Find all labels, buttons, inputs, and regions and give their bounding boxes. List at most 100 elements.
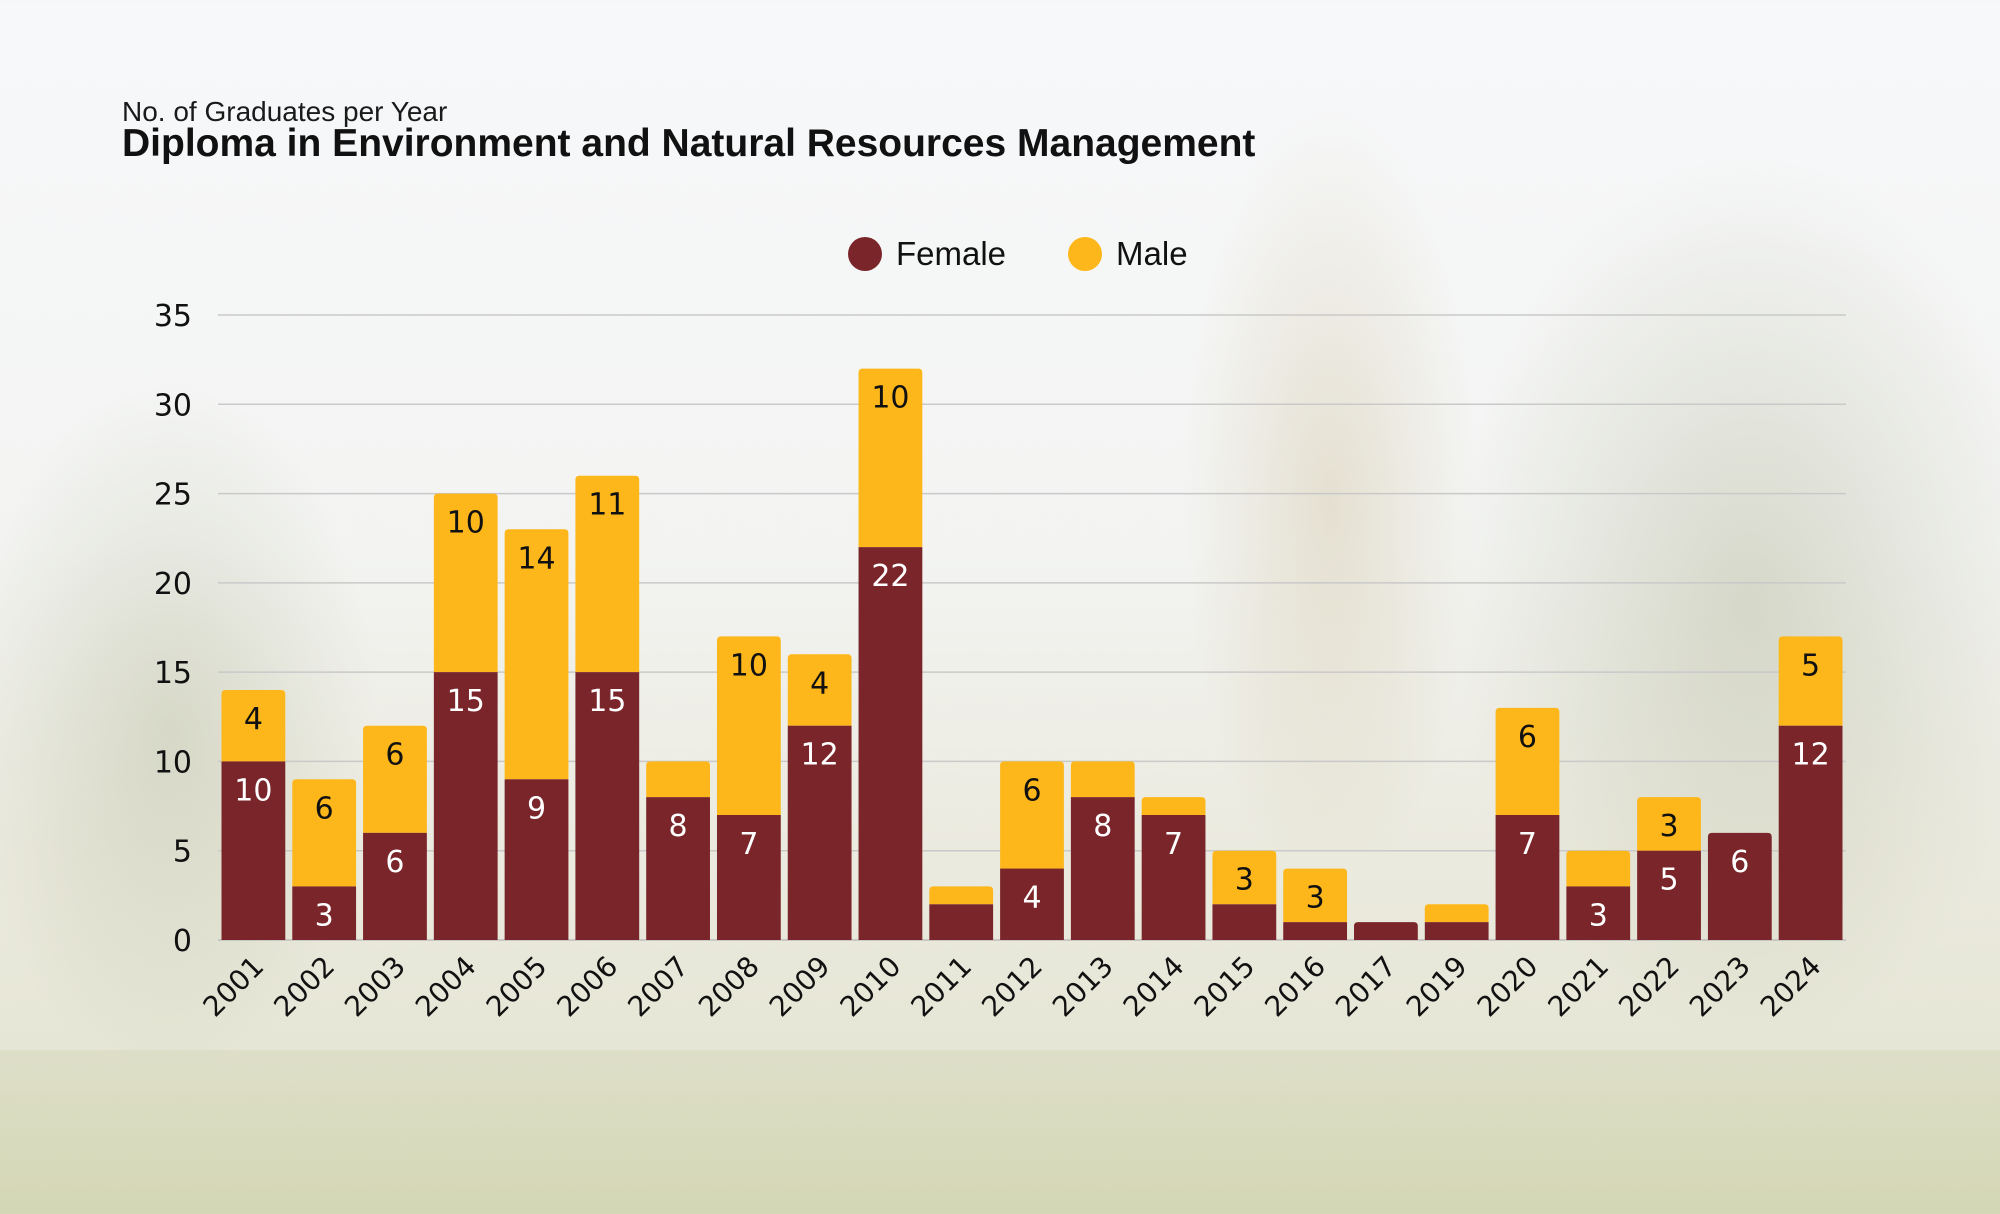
legend-label-female: Female (896, 235, 1007, 272)
data-label-male: 3 (1235, 863, 1254, 898)
bar-segment-female (929, 904, 994, 940)
bar-segment-male (1212, 850, 1277, 905)
legend-label-male: Male (1116, 235, 1188, 272)
background-statue (1170, 70, 1490, 850)
x-tick-label: 2016 (1258, 950, 1332, 1024)
bar-segment-male (363, 725, 427, 833)
bar-segment-female (1000, 868, 1064, 940)
data-label-female: 8 (669, 809, 688, 844)
bar-segment-female (1637, 850, 1701, 940)
chart-subtitle: No. of Graduates per Year (122, 96, 448, 127)
legend-swatch-female (848, 237, 882, 271)
bar-segment-male (1141, 797, 1206, 815)
bar-segment-female (646, 797, 710, 940)
data-label-male: 3 (1659, 809, 1678, 844)
bar-segment-male (929, 886, 994, 905)
data-label-female: 10 (234, 773, 272, 808)
bar-segment-male (1637, 797, 1701, 851)
data-label-female: 3 (315, 898, 334, 933)
data-label-male: 6 (1518, 720, 1537, 755)
y-tick-label: 25 (154, 478, 192, 513)
bar-segment-male (221, 690, 286, 762)
background-ground (0, 1050, 2000, 1214)
bar-segment-female (1495, 815, 1560, 940)
data-label-female: 15 (588, 684, 626, 719)
bar-segment-male (292, 779, 357, 887)
bar-segment-female (1354, 922, 1418, 940)
bar-segment-male (504, 529, 569, 780)
x-tick-label: 2023 (1683, 950, 1757, 1024)
data-label-male: 10 (447, 506, 485, 541)
data-label-male: 4 (810, 666, 829, 701)
bar-segment-female (787, 725, 852, 940)
data-label-female: 12 (1792, 738, 1830, 773)
bar-segment-male (858, 368, 923, 548)
data-label-male: 6 (315, 791, 334, 826)
legend-item-male: Male (1068, 235, 1188, 273)
data-label-female: 7 (1518, 827, 1537, 862)
bar-segment-female (221, 761, 286, 940)
bar-segment-male (646, 761, 710, 798)
legend-item-female: Female (848, 235, 1006, 273)
bar-segment-female (1566, 886, 1631, 940)
bar-segment-female (716, 815, 781, 940)
data-label-female: 12 (801, 738, 839, 773)
data-label-female: 4 (1022, 881, 1041, 916)
y-tick-label: 35 (154, 299, 192, 334)
x-tick-label: 2017 (1329, 950, 1403, 1024)
bar-segment-female (1283, 922, 1348, 940)
bar-segment-male (1566, 850, 1631, 887)
bar-segment-male (1283, 868, 1348, 923)
x-tick-label: 2012 (975, 950, 1049, 1024)
bar-segment-male (1424, 904, 1489, 923)
data-label-male: 5 (1801, 648, 1820, 683)
bar-segment-female (504, 779, 569, 940)
bar-segment-male (1495, 707, 1560, 815)
bar-segment-female (1778, 725, 1843, 940)
x-tick-label: 2020 (1471, 950, 1545, 1024)
x-tick-label: 2024 (1754, 950, 1828, 1024)
data-label-male: 10 (871, 381, 909, 416)
y-tick-label: 0 (173, 924, 192, 959)
y-tick-label: 15 (154, 656, 192, 691)
data-label-male: 11 (588, 488, 626, 523)
bar-segment-male (1000, 761, 1064, 869)
data-label-female: 9 (527, 791, 546, 826)
data-label-female: 5 (1659, 863, 1678, 898)
x-tick-label: 2013 (1046, 950, 1120, 1024)
legend: Female Male (848, 235, 1250, 273)
y-tick-label: 10 (154, 745, 192, 780)
x-tick-label: 2011 (904, 950, 978, 1024)
bar-segment-male (787, 654, 852, 726)
bar-segment-male (716, 636, 781, 815)
data-label-male: 6 (385, 738, 404, 773)
x-tick-label: 2009 (763, 950, 837, 1024)
x-tick-label: 2005 (480, 950, 554, 1024)
bar-segment-male (1070, 761, 1135, 798)
data-label-male: 14 (517, 541, 555, 576)
data-label-male: 4 (244, 702, 263, 737)
x-tick-label: 2022 (1612, 950, 1686, 1024)
bar-segment-female (292, 886, 357, 940)
bar-segment-male (433, 493, 498, 673)
bar-segment-female (363, 832, 427, 940)
data-label-female: 6 (385, 845, 404, 880)
bar-segment-female (433, 672, 498, 940)
bar-segment-female (858, 547, 923, 940)
bar-segment-female (1212, 904, 1277, 940)
bar-segment-female (1141, 815, 1206, 940)
x-tick-label: 2004 (409, 950, 483, 1024)
bar-segment-female (575, 672, 640, 940)
y-tick-label: 30 (154, 388, 192, 423)
x-tick-label: 2002 (267, 950, 341, 1024)
y-tick-label: 20 (154, 567, 192, 602)
x-tick-label: 2003 (338, 950, 412, 1024)
x-tick-label: 2015 (1188, 950, 1262, 1024)
bar-segment-female (1424, 922, 1489, 940)
bar-segment-male (1778, 636, 1843, 726)
data-label-female: 7 (739, 827, 758, 862)
data-label-female: 7 (1164, 827, 1183, 862)
x-tick-label: 2019 (1400, 950, 1474, 1024)
data-label-female: 6 (1730, 845, 1749, 880)
